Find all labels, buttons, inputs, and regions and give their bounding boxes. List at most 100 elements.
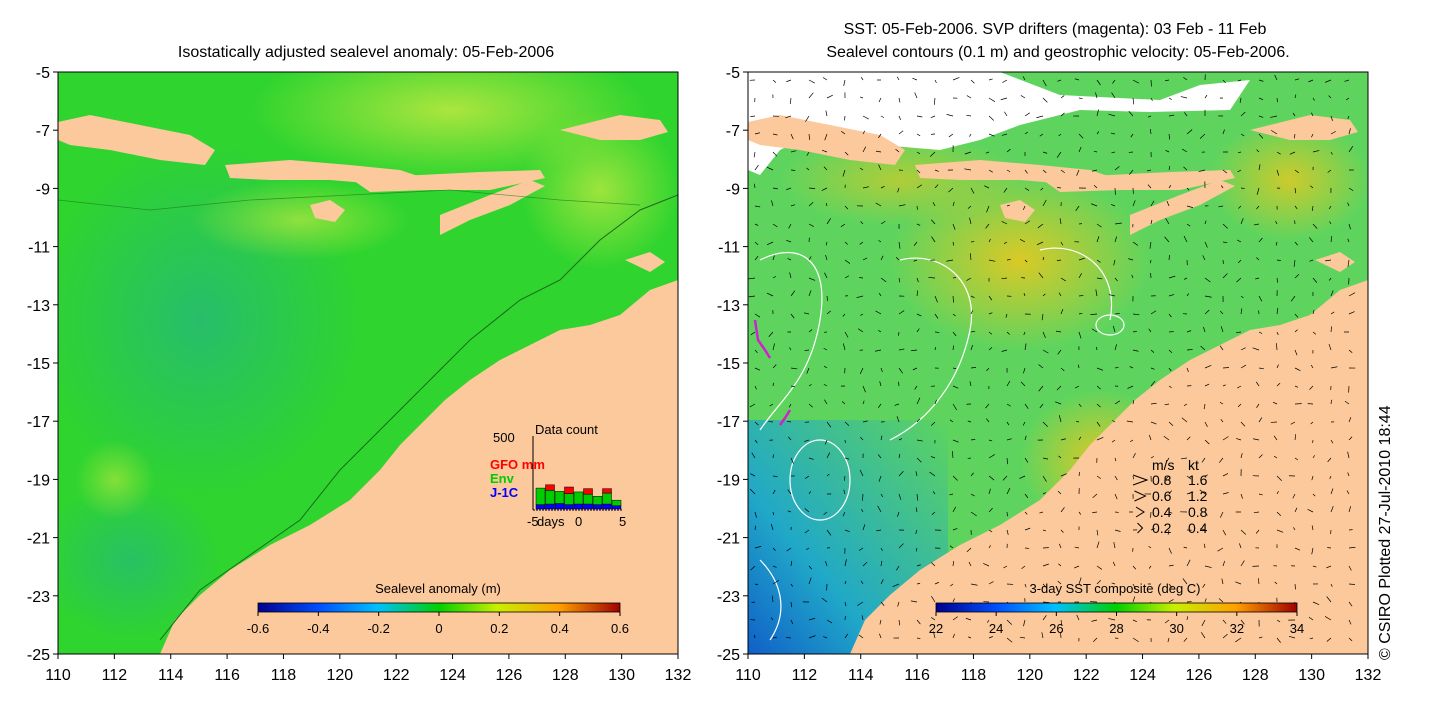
velocity-vector [1348, 417, 1352, 423]
velocity-vector [898, 115, 901, 121]
velocity-vector [968, 561, 972, 567]
velocity-vector [950, 583, 954, 587]
velocity-vector [844, 529, 850, 533]
velocity-vector [772, 187, 778, 190]
velocity-vector [1129, 366, 1134, 369]
velocity-vector [1058, 415, 1062, 423]
velocity-vector [1330, 439, 1334, 444]
velocity-vector [1237, 79, 1242, 82]
velocity-vector [806, 367, 810, 374]
velocity-vector [1346, 490, 1350, 495]
velocity-vector [1294, 94, 1297, 99]
velocity-vector [1164, 236, 1170, 243]
velocity-vector [766, 292, 774, 297]
velocity-vector [1347, 115, 1350, 119]
velocity-vector [1150, 456, 1154, 459]
velocity-vector [1237, 151, 1242, 154]
velocity-vector [788, 436, 792, 441]
velocity-vector [1186, 559, 1191, 567]
velocity-vector [1240, 218, 1244, 225]
velocity-vector [844, 421, 850, 426]
velocity-vector [825, 110, 828, 117]
velocity-vector [879, 381, 882, 387]
velocity-vector [970, 493, 975, 497]
velocity-vector [1041, 632, 1044, 639]
velocity-vector [806, 547, 810, 551]
velocity-vector [1203, 326, 1206, 333]
velocity-vector [1166, 457, 1170, 462]
velocity-vector [1022, 205, 1026, 211]
velocity-vector [946, 259, 954, 262]
velocity-vector [1290, 295, 1296, 302]
velocity-vector [1186, 205, 1194, 208]
right-ytick-label: -9 [726, 181, 740, 198]
velocity-vector [1204, 543, 1206, 549]
velocity-vector [1096, 79, 1101, 86]
velocity-vector [1237, 259, 1242, 264]
velocity-vector [1183, 277, 1188, 280]
velocity-vector [1096, 565, 1103, 570]
velocity-vector [826, 94, 833, 99]
velocity-vector [1200, 528, 1206, 531]
velocity-vector [1308, 79, 1314, 83]
velocity-vector [1003, 565, 1008, 569]
velocity-vector [1219, 345, 1224, 351]
sst-colorbar-tick-label: 28 [1109, 621, 1123, 636]
sst-australia-land [850, 280, 1368, 654]
left-xtick-label: 126 [496, 667, 523, 684]
inset-bar-green [573, 491, 584, 505]
velocity-vector [1203, 403, 1206, 410]
velocity-vector [1258, 367, 1264, 370]
inset-legend-entry: J-1C [490, 485, 519, 500]
velocity-vector [749, 488, 756, 495]
velocity-vector [898, 453, 901, 459]
velocity-vector [1114, 236, 1117, 243]
velocity-vector [1222, 492, 1229, 495]
velocity-vector [1060, 169, 1065, 174]
velocity-vector [892, 583, 900, 587]
velocity-vector [1060, 367, 1065, 372]
velocity-vector [1096, 475, 1102, 479]
velocity-vector [1307, 508, 1314, 513]
right-xtick-label: 114 [848, 667, 874, 684]
velocity-vector [1096, 131, 1100, 135]
velocity-vector [862, 561, 868, 567]
velocity-vector [880, 220, 886, 225]
velocity-vector [1258, 454, 1263, 459]
right-ytick-label: -17 [717, 414, 740, 431]
velocity-vector [1219, 401, 1224, 405]
velocity-vector [880, 277, 887, 283]
velocity-vector [1276, 259, 1281, 261]
velocity-vector [1075, 205, 1080, 212]
velocity-vector [1057, 490, 1062, 495]
velocity-vector [808, 457, 814, 460]
velocity-vector [1078, 577, 1082, 585]
velocity-vector [1114, 493, 1118, 500]
velocity-vector [916, 328, 920, 333]
velocity-vector [772, 454, 774, 459]
right-xtick-label: 120 [1016, 667, 1043, 684]
sst-colorbar-label: 3-day SST composite (deg C) [1030, 581, 1201, 596]
inset-bar-green [611, 499, 622, 506]
velocity-vector [1041, 313, 1044, 321]
velocity-vector [786, 547, 792, 552]
right-xtick-label: 112 [792, 667, 818, 684]
velocity-vector [1256, 257, 1260, 261]
velocity-vector [1199, 133, 1206, 139]
right-xtick-label: 122 [1073, 667, 1100, 684]
velocity-vector [806, 151, 810, 156]
velocity-vector [1114, 366, 1119, 369]
velocity-vector [787, 258, 792, 261]
velocity-vector [880, 547, 883, 551]
velocity-vector [970, 330, 976, 333]
velocity-vector [1276, 307, 1279, 315]
velocity-vector [1078, 471, 1081, 477]
velocity-vector [803, 312, 810, 315]
sla-colorbar-tick-label: 0.4 [551, 621, 569, 636]
velocity-vector [1112, 325, 1116, 333]
velocity-vector [1147, 169, 1152, 172]
velocity-vector [862, 493, 864, 501]
velocity-vector [880, 115, 885, 118]
velocity-vector [916, 133, 921, 137]
velocity-vector [916, 115, 923, 118]
